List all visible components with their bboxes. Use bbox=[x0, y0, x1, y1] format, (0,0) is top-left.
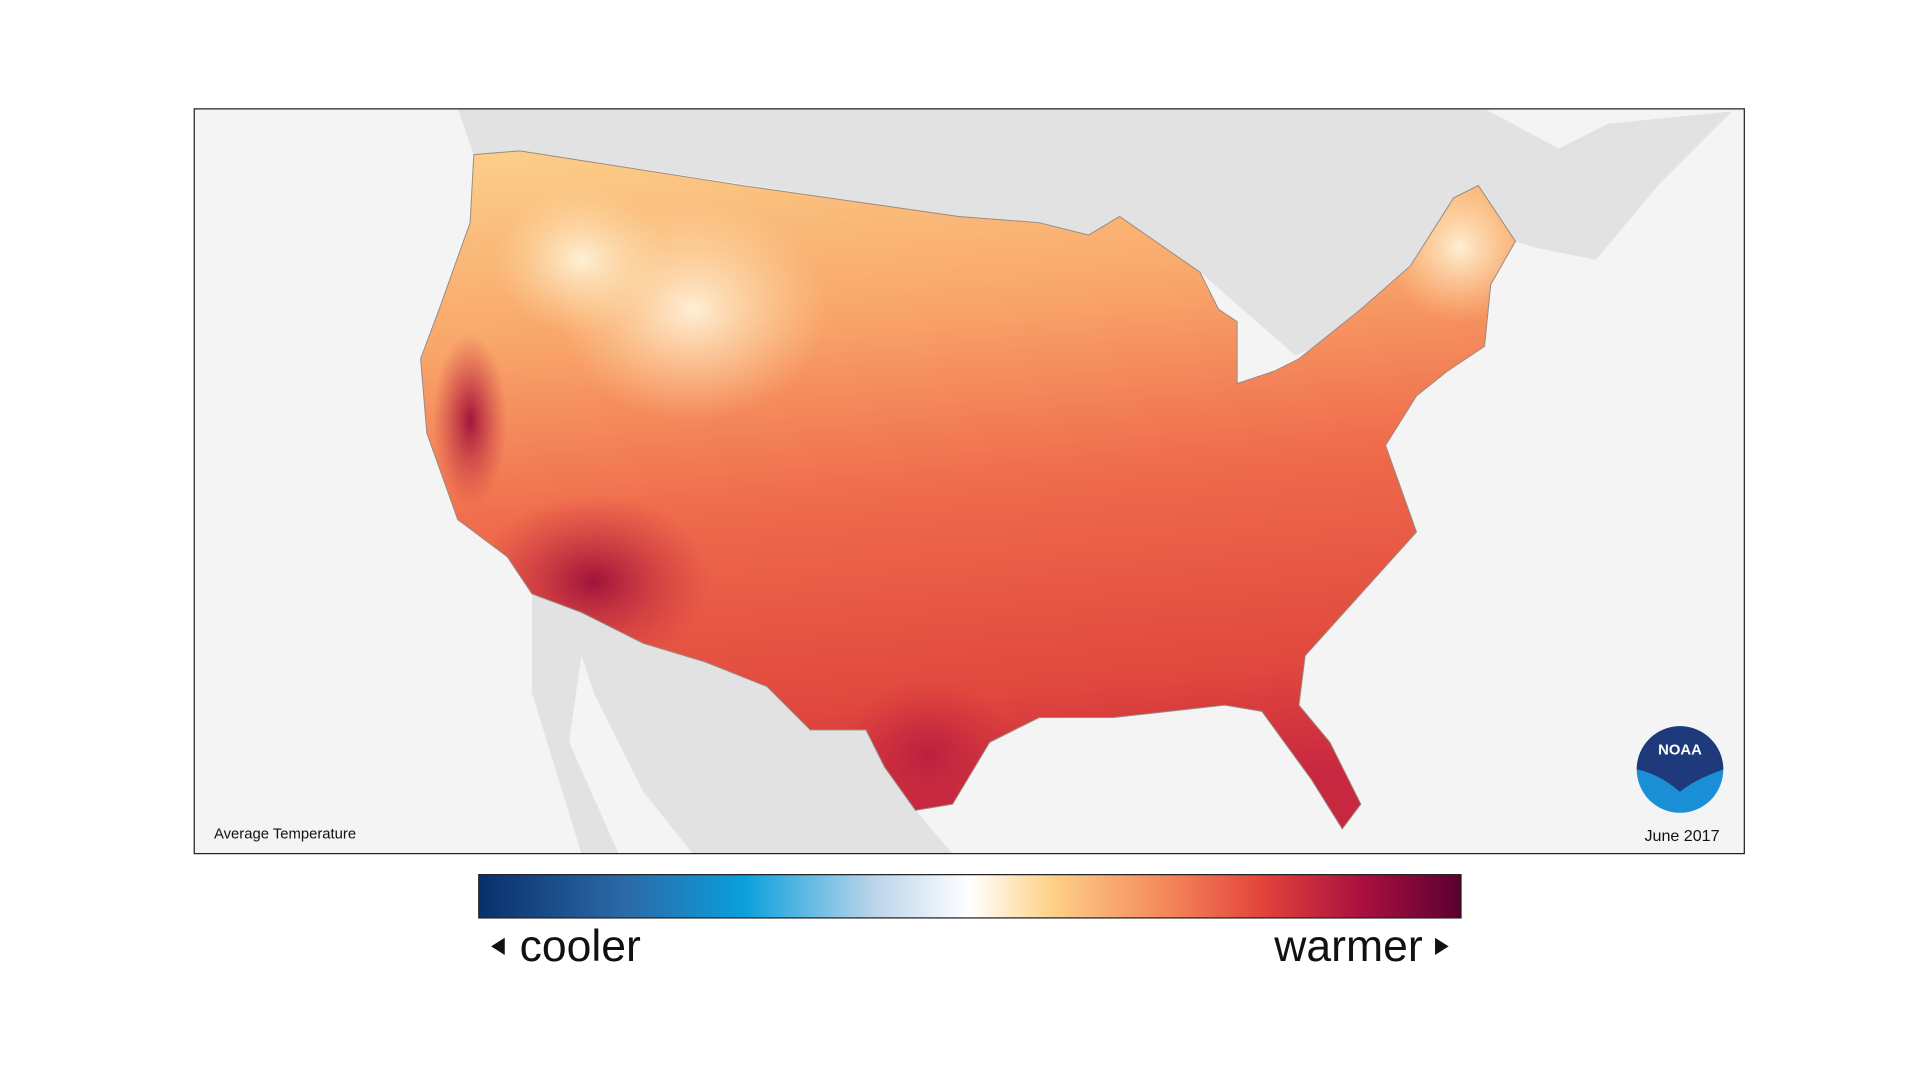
noaa-logo: NOAA bbox=[1636, 726, 1724, 813]
color-bar bbox=[478, 874, 1462, 919]
central-valley-hot bbox=[432, 334, 508, 508]
legend-low-label: cooler bbox=[520, 922, 641, 971]
left-arrow bbox=[491, 937, 505, 956]
map-title: Average Temperature bbox=[214, 827, 356, 843]
logo-text: NOAA bbox=[1658, 743, 1702, 759]
legend-high-label: warmer bbox=[1273, 922, 1423, 971]
right-arrow bbox=[1435, 937, 1449, 956]
map-date: June 2017 bbox=[1644, 827, 1719, 845]
map-frame bbox=[193, 108, 1745, 855]
map-area: NOAA bbox=[194, 108, 1745, 854]
mexico-land bbox=[531, 593, 953, 854]
canada-land bbox=[457, 108, 1732, 359]
idaho-cool bbox=[494, 185, 669, 335]
